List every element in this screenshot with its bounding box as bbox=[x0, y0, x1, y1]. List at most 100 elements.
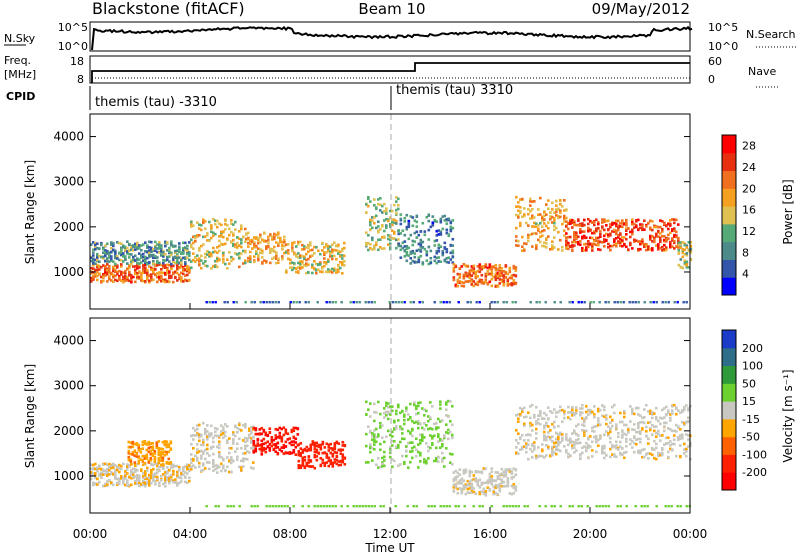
echo-cell bbox=[192, 252, 195, 255]
echo-cell bbox=[232, 238, 235, 242]
echo-cell bbox=[589, 236, 592, 240]
echo-cell bbox=[170, 240, 173, 243]
echo-cell bbox=[104, 259, 107, 263]
echo-cell bbox=[327, 260, 330, 263]
echo-cell bbox=[92, 257, 95, 260]
echo-cell bbox=[154, 480, 157, 483]
echo-cell bbox=[395, 246, 398, 250]
echo-cell bbox=[533, 216, 536, 219]
echo-cell bbox=[275, 254, 278, 258]
echo-cell bbox=[385, 212, 388, 215]
echo-cell bbox=[399, 213, 403, 216]
echo-cell bbox=[486, 270, 490, 273]
echo-cell bbox=[164, 271, 167, 275]
echo-cell bbox=[144, 470, 147, 473]
echo-cell bbox=[673, 247, 676, 250]
echo-cell bbox=[508, 269, 512, 272]
echo-cell bbox=[92, 241, 95, 244]
echo-cell bbox=[683, 408, 686, 412]
echo-cell bbox=[377, 238, 380, 242]
echo-cell bbox=[462, 469, 466, 472]
echo-cell bbox=[669, 219, 672, 222]
echo-cell bbox=[625, 237, 628, 241]
echo-cell bbox=[661, 301, 664, 304]
echo-cell bbox=[108, 275, 111, 278]
echo-cell bbox=[657, 229, 660, 233]
echo-cell bbox=[190, 225, 193, 228]
echo-cell bbox=[533, 444, 536, 448]
echo-cell bbox=[563, 220, 566, 223]
echo-cell bbox=[508, 270, 512, 274]
echo-cell bbox=[551, 411, 554, 414]
y-tick-label: 2000 bbox=[53, 220, 84, 234]
echo-cell bbox=[435, 239, 439, 242]
echo-cell bbox=[683, 448, 686, 451]
echo-cell bbox=[559, 238, 562, 242]
echo-cell bbox=[488, 480, 492, 484]
echo-cell bbox=[667, 427, 670, 430]
echo-cell bbox=[515, 414, 518, 417]
echo-cell bbox=[427, 219, 431, 223]
echo-cell bbox=[649, 427, 652, 430]
echo-cell bbox=[488, 267, 492, 271]
echo-cell bbox=[449, 452, 452, 456]
echo-cell bbox=[401, 427, 404, 431]
echo-cell bbox=[253, 255, 256, 258]
echo-cell bbox=[128, 483, 131, 487]
echo-cell bbox=[557, 440, 560, 443]
echo-cell bbox=[387, 218, 390, 221]
echo-cell bbox=[166, 476, 169, 479]
echo-cell bbox=[677, 425, 680, 428]
echo-cell bbox=[210, 224, 213, 227]
echo-cell bbox=[629, 442, 632, 446]
echo-cell bbox=[180, 472, 183, 475]
echo-cell bbox=[565, 225, 568, 228]
echo-cell bbox=[286, 432, 290, 436]
echo-cell bbox=[303, 263, 306, 267]
echo-cell bbox=[136, 264, 139, 267]
echo-cell bbox=[204, 457, 207, 461]
echo-cell bbox=[102, 251, 105, 254]
y-tick-label: 3000 bbox=[53, 175, 84, 189]
echo-cell bbox=[637, 426, 640, 430]
echo-cell bbox=[565, 436, 568, 439]
echo-cell bbox=[603, 408, 606, 412]
echo-cell bbox=[543, 436, 546, 439]
echo-cell bbox=[158, 243, 161, 247]
echo-cell bbox=[198, 227, 201, 230]
echo-cell bbox=[539, 454, 542, 458]
echo-cell bbox=[377, 400, 380, 404]
echo-cell bbox=[527, 439, 530, 442]
echo-cell bbox=[403, 248, 407, 252]
echo-cell bbox=[276, 446, 280, 449]
echo-cell bbox=[456, 492, 460, 495]
echo-cell bbox=[343, 254, 346, 258]
echo-cell bbox=[508, 505, 511, 508]
echo-cell bbox=[210, 226, 213, 230]
echo-cell bbox=[451, 453, 454, 456]
echo-cell bbox=[417, 242, 421, 246]
echo-cell bbox=[230, 219, 233, 222]
echo-cell bbox=[591, 231, 594, 235]
echo-cell bbox=[623, 222, 626, 226]
echo-cell bbox=[280, 435, 284, 439]
echo-cell bbox=[597, 423, 600, 427]
echo-cell bbox=[232, 301, 235, 304]
echo-cell bbox=[647, 245, 650, 249]
echo-cell bbox=[421, 246, 425, 249]
echo-cell bbox=[486, 266, 490, 270]
cpid-row: CPID themis (tau) -3310 themis (tau) 331… bbox=[6, 83, 513, 110]
echo-cell bbox=[311, 263, 314, 267]
echo-cell bbox=[214, 265, 217, 268]
echo-cell bbox=[589, 411, 592, 415]
echo-cell bbox=[539, 213, 542, 216]
echo-cell bbox=[607, 432, 610, 435]
echo-cell bbox=[334, 505, 337, 508]
echo-cell bbox=[381, 247, 384, 250]
echo-cell bbox=[583, 243, 586, 246]
echo-cell bbox=[170, 274, 173, 278]
echo-cell bbox=[172, 470, 175, 473]
echo-cell bbox=[663, 249, 666, 252]
echo-cell bbox=[581, 230, 584, 233]
echo-cell bbox=[565, 232, 568, 235]
